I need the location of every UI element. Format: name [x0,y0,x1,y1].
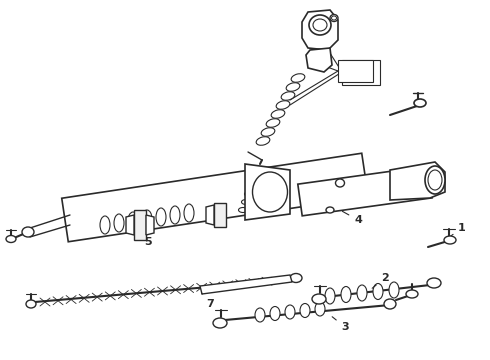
Polygon shape [214,203,226,227]
Ellipse shape [242,199,250,204]
Ellipse shape [336,179,344,187]
Ellipse shape [384,299,396,309]
Ellipse shape [357,285,367,301]
Ellipse shape [330,14,338,22]
Polygon shape [298,166,432,216]
Text: 1: 1 [450,223,466,237]
Ellipse shape [170,206,180,224]
Ellipse shape [428,170,442,190]
Polygon shape [146,215,154,235]
Polygon shape [200,275,292,294]
Bar [342,60,380,85]
Ellipse shape [285,305,295,319]
Ellipse shape [26,300,36,308]
Ellipse shape [256,137,270,145]
Ellipse shape [6,235,16,243]
Text: 5: 5 [144,230,154,247]
Ellipse shape [427,278,441,288]
Ellipse shape [313,19,327,31]
Ellipse shape [291,74,305,82]
Ellipse shape [290,274,302,283]
Polygon shape [245,164,290,220]
Ellipse shape [286,83,300,91]
Ellipse shape [312,294,326,304]
Text: 6: 6 [360,67,368,77]
Polygon shape [126,215,134,235]
Ellipse shape [309,15,331,35]
Ellipse shape [247,184,256,189]
Ellipse shape [276,101,290,109]
Ellipse shape [414,99,426,107]
Ellipse shape [300,303,310,318]
Ellipse shape [332,16,337,20]
Ellipse shape [142,210,152,228]
Ellipse shape [239,207,247,212]
Polygon shape [302,10,338,50]
Ellipse shape [425,171,439,193]
Text: 4: 4 [343,211,362,225]
Ellipse shape [100,216,110,234]
Text: 7: 7 [202,293,214,309]
Ellipse shape [156,208,166,226]
Polygon shape [390,162,445,200]
Bar [338,60,373,82]
Ellipse shape [255,308,265,322]
Ellipse shape [266,119,280,127]
Ellipse shape [270,306,280,320]
Ellipse shape [245,192,253,197]
Ellipse shape [373,284,383,300]
Ellipse shape [325,288,335,304]
Ellipse shape [114,214,124,232]
Ellipse shape [184,204,194,222]
Ellipse shape [261,128,275,136]
Ellipse shape [252,172,288,212]
Polygon shape [134,210,146,240]
Ellipse shape [271,110,285,118]
Ellipse shape [315,302,325,316]
Ellipse shape [250,176,260,180]
Text: 3: 3 [332,317,349,332]
Ellipse shape [406,290,418,298]
Polygon shape [306,48,332,72]
Ellipse shape [281,92,295,100]
Ellipse shape [444,236,456,244]
Polygon shape [62,153,368,242]
Ellipse shape [341,287,351,302]
Polygon shape [206,205,214,225]
Ellipse shape [389,282,399,298]
Ellipse shape [128,212,138,230]
Text: 2: 2 [372,273,389,288]
Ellipse shape [213,318,227,328]
Ellipse shape [326,207,334,213]
Ellipse shape [425,166,445,194]
Ellipse shape [22,227,34,237]
Ellipse shape [253,167,263,172]
